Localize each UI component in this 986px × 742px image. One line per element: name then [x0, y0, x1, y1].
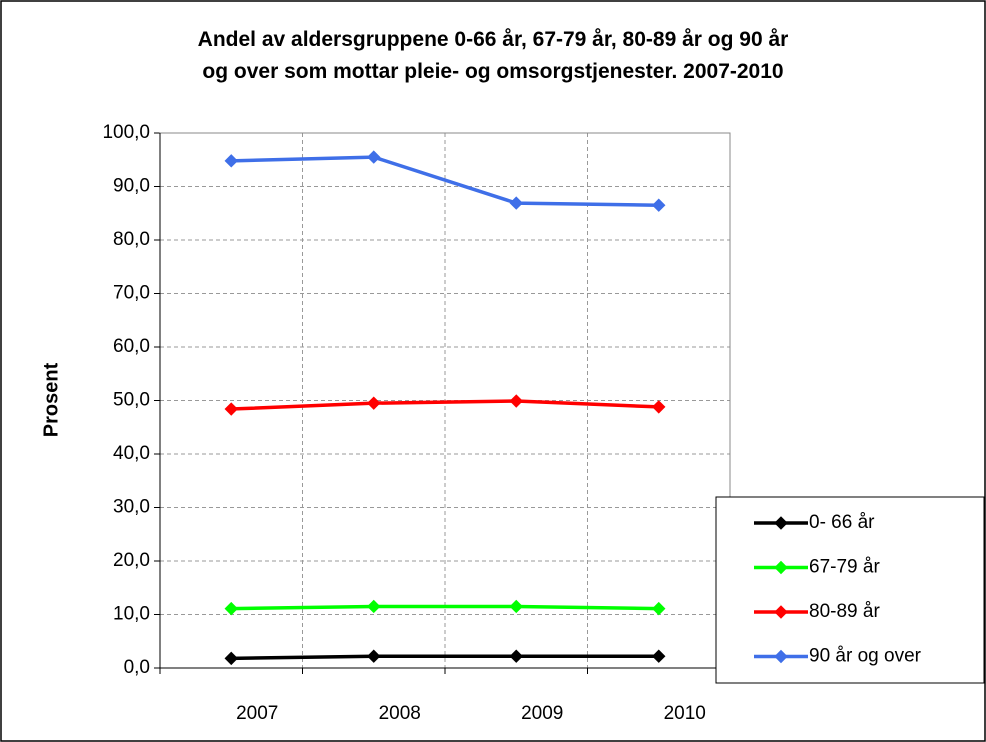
series-line	[231, 155, 659, 207]
legend-marker	[774, 560, 788, 575]
point	[224, 154, 238, 168]
legend-marker	[774, 516, 788, 530]
point	[224, 402, 238, 416]
series-line	[231, 654, 659, 661]
point	[652, 649, 666, 663]
legend-marker	[774, 605, 788, 619]
legend-label: 90 år og over	[809, 646, 922, 667]
legend-label: 0- 66 år	[809, 512, 875, 533]
point	[509, 394, 523, 408]
point	[224, 601, 238, 616]
x-tick-label: 2007	[236, 703, 278, 724]
point	[509, 196, 523, 210]
y-tick-label: 100,0	[102, 122, 150, 143]
y-tick-label: 10,0	[113, 604, 150, 625]
point	[652, 601, 666, 616]
point	[367, 599, 381, 614]
y-tick-label: 30,0	[113, 497, 150, 518]
x-tick-label: 2008	[379, 703, 421, 724]
legend-marker	[774, 649, 788, 664]
x-tick-label: 2010	[664, 703, 706, 724]
point	[509, 599, 523, 614]
y-tick-label: 0,0	[124, 657, 150, 678]
y-tick-label: 90,0	[113, 176, 150, 197]
point	[367, 150, 381, 164]
y-tick-label: 70,0	[113, 283, 150, 304]
y-tick-label: 60,0	[113, 336, 150, 357]
point	[652, 198, 666, 212]
y-axis-label: Prosent	[40, 362, 62, 437]
legend-label: 67-79 år	[809, 557, 880, 578]
point	[509, 649, 523, 663]
y-tick-label: 50,0	[113, 390, 150, 411]
legend-label: 80-89 år	[809, 601, 880, 622]
x-tick-label: 2009	[521, 703, 563, 724]
point	[224, 651, 238, 666]
point	[652, 400, 666, 414]
y-tick-label: 80,0	[113, 229, 150, 250]
y-tick-label: 40,0	[113, 443, 150, 464]
point	[367, 396, 381, 410]
chart-title: Andel av aldersgruppene 0-66 år, 67-79 å…	[197, 28, 789, 83]
series-line	[231, 604, 659, 611]
point	[367, 649, 381, 663]
legend-box	[715, 496, 985, 684]
series-line	[231, 399, 659, 411]
y-tick-label: 20,0	[113, 550, 150, 571]
